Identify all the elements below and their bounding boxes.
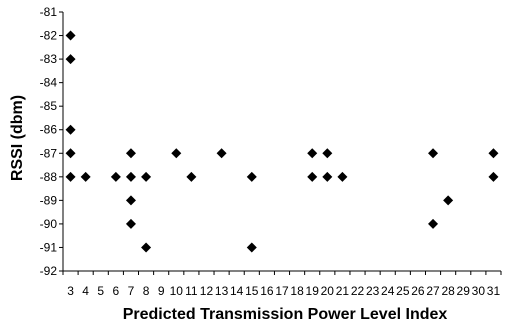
x-tick-label: 28 [441, 284, 455, 298]
data-point [488, 171, 499, 182]
x-tick-label: 24 [381, 284, 395, 298]
data-point [428, 148, 439, 159]
data-point [322, 148, 333, 159]
x-tick-label: 31 [487, 284, 501, 298]
x-tick-label: 15 [245, 284, 259, 298]
data-point [337, 171, 348, 182]
x-tick-label: 25 [396, 284, 410, 298]
x-axis-title: Predicted Transmission Power Level Index [123, 306, 448, 323]
y-tick-label: -85 [40, 99, 58, 113]
x-tick-label: 27 [426, 284, 440, 298]
data-point [65, 171, 76, 182]
x-tick-label: 16 [260, 284, 274, 298]
data-point [141, 171, 152, 182]
data-point [65, 54, 76, 65]
x-tick-label: 18 [290, 284, 304, 298]
data-point [125, 218, 136, 229]
data-point [186, 171, 197, 182]
y-tick-label: -89 [40, 193, 58, 207]
x-tick-label: 11 [185, 284, 198, 298]
x-tick-label: 21 [336, 284, 350, 298]
y-axis-title: RSSI (dbm) [9, 95, 26, 181]
x-tick-label: 26 [411, 284, 425, 298]
x-tick-label: 13 [215, 284, 229, 298]
y-tick-label: -91 [40, 240, 58, 254]
x-tick-label: 7 [128, 284, 135, 298]
x-tick-label: 22 [351, 284, 365, 298]
x-tick-label: 23 [366, 284, 380, 298]
x-tick-label: 9 [158, 284, 165, 298]
y-tick-label: -83 [40, 52, 58, 66]
data-point [171, 148, 182, 159]
y-tick-label: -86 [40, 123, 58, 137]
data-point [428, 218, 439, 229]
data-point [65, 124, 76, 135]
x-axis-ticks: 3 4 5 6 7 8 9 10 11 12 13 14 15 16 17 18 19 20 21 22 23 24 25 2… [62, 271, 502, 298]
x-tick-label: 29 [457, 284, 471, 298]
data-point [125, 195, 136, 206]
x-tick-label: 30 [472, 284, 486, 298]
data-points [65, 30, 499, 253]
y-tick-label: -84 [40, 76, 58, 90]
data-point [125, 171, 136, 182]
data-point [125, 148, 136, 159]
data-point [488, 148, 499, 159]
x-tick-label: 5 [97, 284, 104, 298]
x-tick-label: 3 [67, 284, 74, 298]
x-tick-label: 12 [200, 284, 214, 298]
data-point [141, 242, 152, 253]
data-point [246, 171, 257, 182]
x-tick-label: 20 [321, 284, 335, 298]
data-point [65, 148, 76, 159]
data-point [110, 171, 121, 182]
data-point [246, 242, 257, 253]
x-tick-label: 4 [82, 284, 89, 298]
x-tick-label: 19 [306, 284, 320, 298]
x-tick-label: 14 [230, 284, 244, 298]
x-tick-label: 10 [170, 284, 184, 298]
y-tick-label: -81 [40, 5, 58, 19]
y-tick-label: -92 [40, 264, 58, 278]
y-tick-label: -82 [40, 29, 58, 43]
data-point [216, 148, 227, 159]
y-axis-ticks: -81 -82 -83 -84 -85 -86 -87 -88 -89 -90 -91 -92 [40, 5, 63, 278]
data-point [307, 148, 318, 159]
x-tick-label: 6 [113, 284, 120, 298]
data-point [65, 30, 76, 41]
data-point [322, 171, 333, 182]
data-point [307, 171, 318, 182]
data-point [80, 171, 91, 182]
x-tick-label: 17 [275, 284, 289, 298]
y-tick-label: -88 [40, 170, 58, 184]
x-tick-label: 8 [143, 284, 150, 298]
y-tick-label: -90 [40, 217, 58, 231]
data-point [443, 195, 454, 206]
y-tick-label: -87 [40, 146, 58, 160]
